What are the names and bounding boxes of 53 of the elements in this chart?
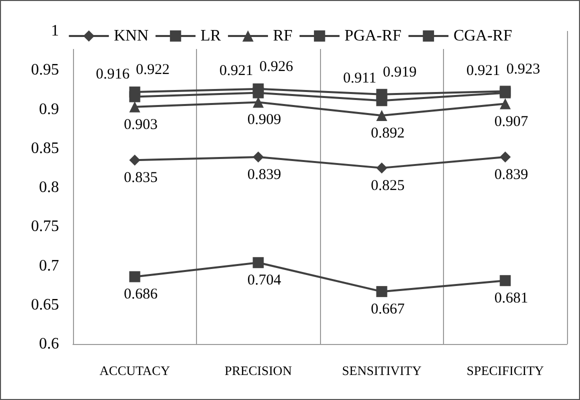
data-label: 0.903	[124, 116, 158, 133]
data-label: 0.923	[506, 61, 540, 78]
data-label: 0.922	[136, 62, 170, 78]
legend-label: CGA-RF	[453, 28, 512, 44]
point	[252, 83, 264, 94]
point	[129, 101, 140, 112]
y-tick-label: 0.6	[39, 336, 59, 352]
y-tick-label: 0.85	[31, 140, 59, 157]
point	[500, 151, 511, 162]
data-label: 0.921	[466, 62, 500, 79]
point	[376, 110, 388, 122]
legend-label: KNN	[114, 28, 149, 44]
data-label: 0.919	[382, 64, 417, 80]
data-label: 0.825	[370, 178, 405, 194]
data-label: 0.911	[343, 70, 376, 87]
data-label: 0.667	[370, 302, 406, 318]
data-label: 0.907	[494, 114, 529, 130]
point	[252, 96, 264, 108]
point	[500, 275, 511, 286]
x-tick-label: SPECIFICITY	[466, 363, 544, 378]
y-tick-label: 1	[51, 22, 59, 40]
y-tick-label: 0.8	[39, 179, 59, 196]
point	[129, 154, 140, 166]
data-label: 0.704	[247, 272, 282, 289]
legend-label: LR	[200, 28, 222, 44]
legend-label: PGA-RF	[344, 28, 402, 44]
x-tick-label: SENSITIVITY	[342, 363, 422, 378]
data-label: 0.839	[494, 166, 528, 183]
point	[129, 271, 140, 282]
data-label: 0.892	[370, 126, 405, 142]
data-label: 0.921	[219, 62, 254, 79]
y-tick-label: 0.65	[31, 296, 59, 314]
point	[376, 162, 388, 174]
y-tick-label: 0.9	[39, 100, 59, 118]
y-tick-label: 0.75	[31, 218, 59, 236]
data-label: 0.686	[124, 286, 158, 303]
data-label: 0.909	[247, 112, 282, 128]
y-tick-label: 0.7	[39, 257, 59, 274]
point	[252, 257, 264, 268]
x-tick-label: ACCUTACY	[100, 363, 171, 378]
data-label: 0.681	[494, 290, 528, 307]
data-label: 0.839	[247, 166, 282, 183]
point	[129, 86, 140, 98]
point	[376, 286, 388, 298]
legend-label: RF	[272, 28, 293, 44]
point	[376, 88, 388, 100]
point	[500, 98, 511, 110]
data-label: 0.916	[96, 66, 130, 83]
y-tick-label: 0.95	[31, 62, 59, 79]
data-label: 0.835	[124, 170, 158, 186]
point	[252, 151, 264, 162]
x-tick-label: PRECISION	[224, 363, 292, 378]
data-label: 0.926	[259, 58, 294, 75]
